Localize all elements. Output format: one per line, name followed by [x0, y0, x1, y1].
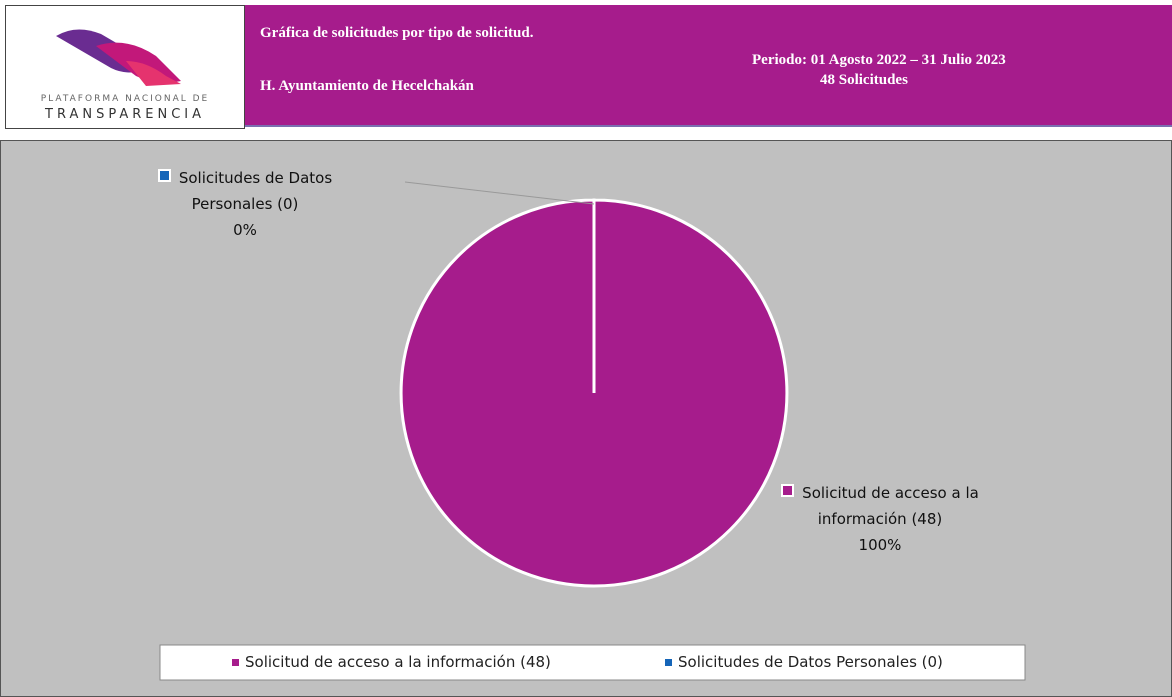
header-band	[245, 5, 1172, 127]
chart	[0, 140, 1172, 697]
data-label-value: 0%	[233, 221, 257, 239]
header-total: 48 Solicitudes	[820, 72, 908, 88]
logo-text: PLATAFORMA NACIONAL DE	[41, 94, 210, 104]
data-label-value: 100%	[858, 536, 902, 554]
leader-line	[404, 181, 595, 205]
data-label: Solicitud de acceso a la información (48…	[765, 480, 995, 558]
legend-text: Solicitud de acceso a la información (48…	[245, 653, 551, 671]
label-key	[157, 169, 171, 182]
label-key	[781, 484, 795, 497]
legend-item: Solicitudes de Datos Personales (0)	[665, 653, 943, 671]
legend-box	[159, 644, 1026, 681]
data-label-name: Solicitudes de Datos Personales (0)	[130, 165, 360, 217]
legend-text: Solicitudes de Datos Personales (0)	[678, 653, 943, 671]
legend-item: Solicitud de acceso a la información (48…	[232, 653, 551, 671]
logo-text: TRANSPARENCIA	[44, 107, 205, 122]
header-title: Gráfica de solicitudes por tipo de solic…	[260, 25, 534, 41]
legend-key	[665, 659, 672, 666]
header-entity: H. Ayuntamiento de Hecelchakán	[260, 78, 474, 94]
logo: PLATAFORMA NACIONAL DE TRANSPARENCIA	[41, 29, 210, 122]
data-label-name: Solicitud de acceso a la información (48…	[765, 480, 995, 532]
header-period: Periodo: 01 Agosto 2022 – 31 Julio 2023	[752, 52, 1006, 68]
legend-key	[232, 659, 239, 666]
logo-box: PLATAFORMA NACIONAL DE TRANSPARENCIA	[5, 5, 245, 129]
data-label: Solicitudes de Datos Personales (0) 0%	[130, 165, 360, 243]
